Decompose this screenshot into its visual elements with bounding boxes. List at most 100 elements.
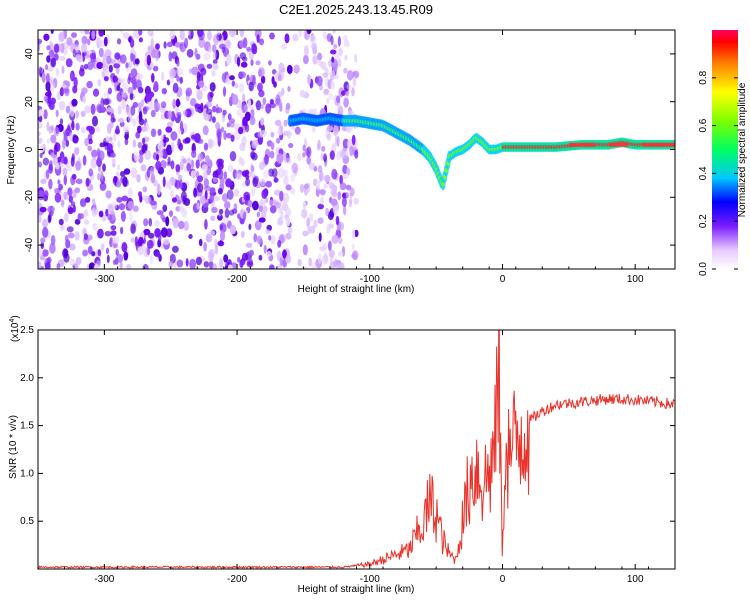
spectrogram-noise-blob [345, 192, 350, 198]
spectrogram-noise-blob [116, 178, 122, 189]
spectrogram-noise-blob [138, 30, 143, 36]
spectrogram-noise-blob [191, 170, 196, 178]
spectrogram-noise-blob [189, 258, 196, 269]
spectrogram-noise-blob [339, 174, 343, 185]
spectrogram-noise-blob [50, 124, 55, 132]
spectrogram-noise-blob [143, 218, 149, 227]
spectrogram-noise-blob [343, 97, 349, 108]
spectrogram-noise-blob [92, 198, 96, 205]
spectrogram-noise-blob [75, 178, 83, 185]
spectrogram-noise-blob [72, 49, 77, 58]
spectrogram-noise-blob [209, 82, 216, 92]
spectrogram-noise-blob [130, 223, 136, 234]
colorbar-label: Normalized spectral amplitude [737, 82, 748, 217]
spectrogram-noise-blob [102, 63, 109, 72]
spectrogram-noise-blob [88, 138, 93, 145]
spectrogram-noise-blob [97, 172, 101, 181]
spectrogram-noise-blob [198, 238, 203, 247]
spectrogram-noise-blob [84, 105, 91, 114]
spectrogram-noise-blob [306, 217, 311, 228]
spectrogram-noise-blob [297, 152, 302, 162]
spectrogram-noise-blob [246, 261, 254, 268]
spectrogram-noise-blob [71, 173, 77, 180]
spectrogram-noise-blob [245, 123, 250, 133]
spectrogram-noise-blob [243, 194, 247, 200]
spectrogram-noise-blob [336, 135, 340, 147]
spectrogram-noise-blob [265, 229, 271, 235]
spectrogram-noise-blob [120, 30, 124, 34]
y-tick-label: -20 [24, 190, 35, 205]
spectrogram-noise-blob [140, 98, 145, 107]
y-tick-label: 1.0 [20, 468, 34, 479]
spectrogram-noise-blob [137, 125, 142, 134]
spectrogram-noise-blob [281, 87, 285, 96]
spectrogram-noise-blob [277, 240, 282, 248]
spectrogram-noise-blob [125, 62, 129, 69]
spectrogram-noise-blob [147, 30, 154, 37]
spectrogram-noise-blob [53, 43, 60, 54]
spectrogram-noise-blob [206, 166, 212, 176]
spectrogram-noise-blob [142, 106, 148, 115]
spectrogram-signal-peak [608, 142, 629, 147]
spectrogram-noise-blob [166, 144, 173, 156]
spectrogram-noise-blob [140, 126, 147, 132]
y-tick-label: 20 [24, 96, 35, 108]
spectrogram-noise-blob [175, 164, 181, 173]
spectrogram-noise-blob [143, 228, 151, 236]
spectrogram-noise-blob [207, 138, 214, 150]
spectrogram-noise-blob [203, 171, 208, 181]
spectrogram-noise-blob [54, 192, 62, 203]
spectrogram-noise-blob [285, 184, 292, 191]
spectrogram-noise-blob [82, 95, 87, 104]
spectrogram-noise-blob [123, 168, 131, 175]
spectrogram-noise-blob [317, 253, 322, 265]
spectrogram-noise-blob [149, 254, 154, 265]
spectrogram-noise-blob [307, 74, 311, 85]
spectrogram-noise-blob [250, 165, 255, 173]
spectrogram-noise-blob [160, 134, 165, 141]
spectrogram-noise-blob [229, 30, 236, 38]
spectrogram-noise-blob [351, 134, 356, 146]
spectrogram-noise-blob [337, 35, 341, 47]
spectrogram-noise-blob [259, 130, 267, 138]
spectrogram-noise-blob [152, 65, 159, 72]
spectrogram-noise-blob [121, 90, 128, 98]
spectrogram-noise-blob [46, 55, 51, 63]
spectrogram-noise-blob [168, 260, 174, 268]
spectrogram-noise-blob [120, 170, 126, 178]
spectrogram-noise-blob [248, 81, 254, 92]
x-tick-label: -200 [227, 274, 247, 285]
spectrogram-noise-blob [87, 61, 94, 71]
spectrogram-noise-blob [240, 61, 248, 68]
spectrogram-noise-blob [114, 128, 121, 135]
spectrogram-noise-blob [67, 232, 75, 239]
spectrogram-noise-blob [256, 235, 262, 245]
spectrogram-noise-blob [110, 152, 116, 158]
spectrogram-noise-blob [196, 89, 203, 101]
spectrogram-noise-blob [321, 145, 326, 152]
spectrogram-noise-blob [290, 173, 295, 183]
spectrogram-noise-blob [166, 121, 174, 127]
spectrogram-noise-blob [90, 149, 98, 158]
spectrogram-noise-blob [258, 204, 264, 213]
spectrogram-noise-blob [168, 51, 173, 62]
spectrogram-noise-blob [165, 126, 173, 133]
spectrogram-noise-blob [328, 249, 335, 258]
spectrogram-noise-blob [193, 187, 198, 198]
spectrogram-noise-blob [290, 187, 296, 195]
colorbar-gradient [712, 30, 738, 269]
spectrogram-noise-blob [332, 30, 336, 34]
spectrogram-noise-blob [54, 188, 58, 194]
spectrogram-noise-blob [342, 34, 348, 42]
spectrogram-noise-blob [223, 171, 228, 180]
spectrogram-noise-blob [113, 63, 121, 69]
spectrogram-noise-blob [205, 108, 213, 115]
spectrogram-noise-blob [209, 193, 214, 204]
spectrogram-noise-blob [337, 58, 342, 68]
spectrogram-noise-blob [67, 124, 71, 131]
spectrogram-noise-blob [169, 210, 173, 218]
spectrogram-noise-blob [148, 232, 155, 239]
snr-multiplier-close: ) [10, 315, 21, 318]
spectrogram-noise-blob [167, 156, 171, 165]
